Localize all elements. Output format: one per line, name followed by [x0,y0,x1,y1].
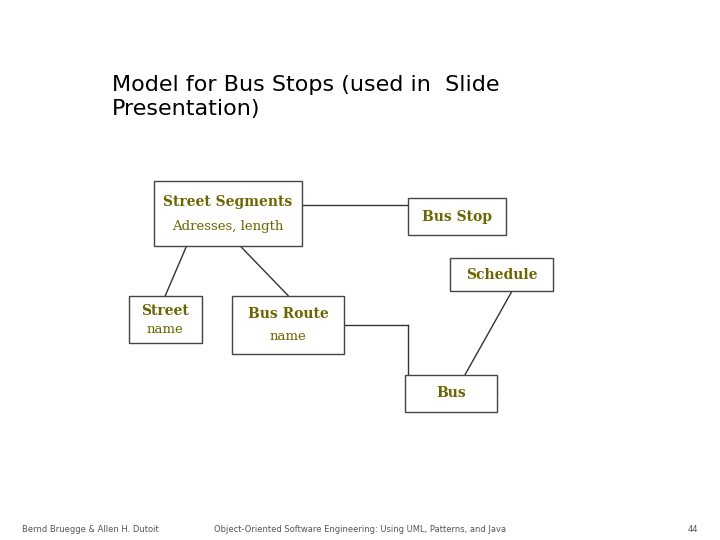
FancyBboxPatch shape [408,198,505,235]
FancyBboxPatch shape [405,375,498,412]
Text: Bus Route: Bus Route [248,307,328,321]
FancyBboxPatch shape [154,181,302,246]
FancyBboxPatch shape [450,258,553,292]
FancyBboxPatch shape [129,295,202,343]
Text: name: name [270,330,307,343]
Text: Street: Street [141,304,189,318]
Text: Object-Oriented Software Engineering: Using UML, Patterns, and Java: Object-Oriented Software Engineering: Us… [214,524,506,534]
Text: Bus Stop: Bus Stop [422,210,492,224]
Text: Bernd Bruegge & Allen H. Dutoit: Bernd Bruegge & Allen H. Dutoit [22,524,158,534]
Text: Street Segments: Street Segments [163,195,293,209]
Text: 44: 44 [688,524,698,534]
FancyBboxPatch shape [233,295,344,354]
Text: Model for Bus Stops (used in  Slide
Presentation): Model for Bus Stops (used in Slide Prese… [112,75,500,119]
Text: name: name [147,322,184,335]
Text: Adresses, length: Adresses, length [172,220,284,233]
Text: Schedule: Schedule [466,268,537,282]
Text: Bus: Bus [436,386,466,400]
